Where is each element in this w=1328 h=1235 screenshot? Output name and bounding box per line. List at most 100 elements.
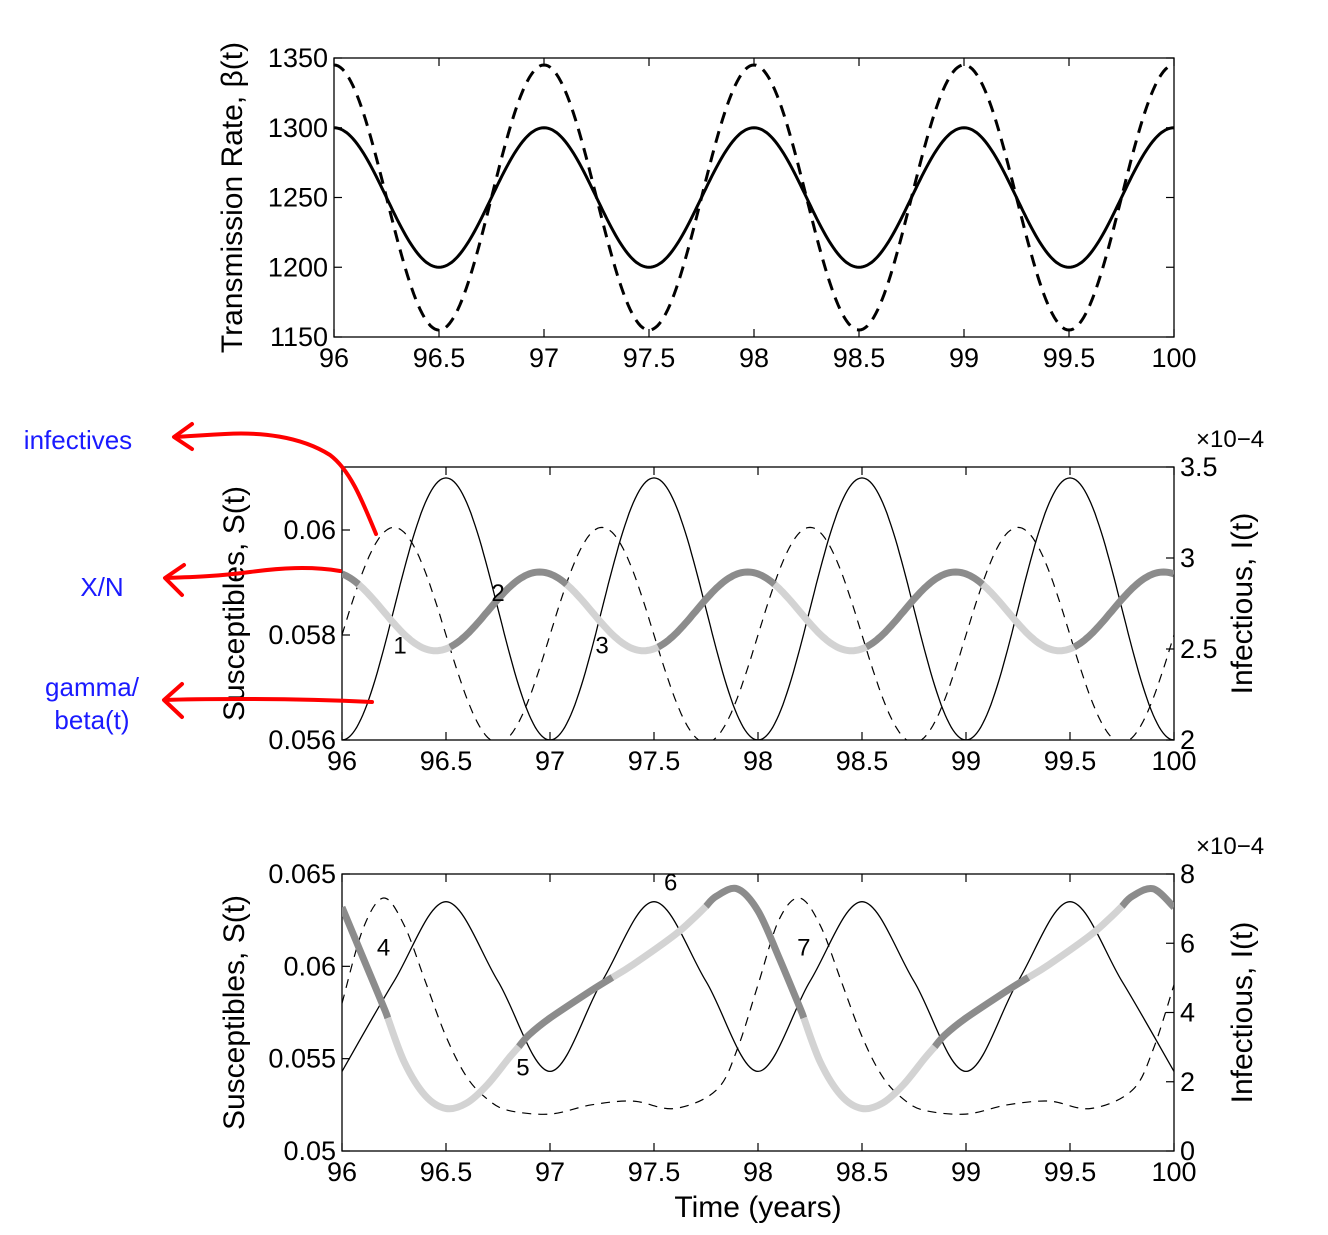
susceptibles-segment	[800, 1016, 938, 1113]
x-tick-label: 96	[327, 746, 357, 776]
annotation-xn: X/N	[80, 572, 123, 602]
susceptibles-segment	[703, 884, 808, 1020]
crossing-marker-2: 2	[491, 580, 504, 607]
x-tick-label: 97.5	[623, 343, 676, 373]
beta-dashed-series	[333, 63, 1175, 332]
susceptibles-segment	[932, 974, 1031, 1049]
annotation-arrowhead-infectives	[172, 422, 194, 451]
crossing-marker-6: 6	[664, 870, 677, 897]
gamma-beta-series	[342, 897, 1174, 1115]
susceptibles-segment	[356, 581, 452, 655]
susceptibles-segment	[1119, 884, 1174, 910]
x-tick-label: 98.5	[833, 343, 886, 373]
susceptibles-segment	[610, 903, 709, 981]
gamma-beta-series	[342, 526, 1174, 740]
y-tick-label: 0.06	[283, 515, 336, 545]
annotation-gamma-beta-line: gamma/	[45, 672, 140, 702]
susceptibles-segment	[564, 581, 660, 655]
x-tick-label: 99.5	[1044, 746, 1097, 776]
y2-exponent-label: ×10−4	[1196, 833, 1264, 860]
x-tick-label: 97	[535, 1157, 565, 1187]
y2-tick-label: 8	[1180, 859, 1195, 889]
susceptibles-segment	[1026, 903, 1125, 981]
y-tick-label: 1150	[270, 322, 328, 352]
y-tick-label: 1250	[268, 183, 328, 213]
y-axis-title: Susceptibles, S(t)	[218, 486, 251, 721]
susceptibles-infectious-panel-2: 96 96.5 97 97.5 98 98.5 99 99.5 100 0.05 0.055 0.06…	[218, 833, 1264, 1224]
y-axis-title: Transmission Rate, β(t)	[216, 42, 249, 353]
susceptibles-segment	[342, 905, 392, 1020]
y-tick-label: 1350	[268, 43, 328, 73]
x-tick-label: 98.5	[836, 1157, 889, 1187]
y-tick-label: 0.05	[283, 1136, 336, 1166]
y-axis-title: Susceptibles, S(t)	[218, 895, 251, 1130]
susceptibles-segment	[516, 974, 615, 1049]
x-tick-label: 98.5	[836, 746, 889, 776]
y2-tick-label: 6	[1180, 928, 1195, 958]
susceptibles-infectious-panel-1: 96 96.5 97 97.5 98 98.5 99 99.5 100 0.056 0.058 0.0…	[218, 426, 1264, 776]
annotations: infectives X/N gamma/beta(t)	[24, 422, 378, 735]
annotation-arrow-gamma-beta	[163, 696, 374, 704]
x-tick-label: 99	[951, 746, 981, 776]
x-tick-label: 97.5	[628, 746, 681, 776]
susceptibles-segment	[448, 568, 569, 651]
plot-frame	[341, 466, 1175, 741]
y-tick-label: 1300	[268, 113, 328, 143]
x-tick-label: 97	[535, 746, 565, 776]
annotation-arrowhead-xn	[163, 563, 186, 597]
y-tick-label: 0.056	[268, 725, 336, 755]
y-tick-label: 0.055	[268, 1044, 336, 1074]
annotation-gamma-beta-line: beta(t)	[54, 705, 129, 735]
x-tick-label: 96.5	[420, 746, 473, 776]
x-tick-label: 97.5	[628, 1157, 681, 1187]
beta-solid-series	[333, 126, 1175, 269]
y2-axis-title: Infectious, I(t)	[1226, 513, 1259, 695]
x-tick-label: 96	[327, 1157, 357, 1187]
x-tick-label: 97	[529, 343, 559, 373]
annotation-infectives: infectives	[24, 425, 132, 455]
transmission-rate-panel: 96 96.5 97 97.5 98 98.5 99 99.5 100 1150 1200 1250 1…	[216, 42, 1197, 373]
plot-area	[342, 884, 1174, 1115]
susceptibles-segment	[656, 568, 777, 651]
susceptibles-segment	[342, 570, 361, 588]
y2-tick-label: 0	[1180, 1136, 1195, 1166]
susceptibles-segment	[1072, 568, 1174, 651]
y2-exponent-label: ×10−4	[1196, 426, 1264, 453]
y-tick-label: 0.06	[283, 951, 336, 981]
crossing-marker-1: 1	[393, 633, 406, 660]
infectious-series	[342, 901, 1174, 1073]
x-tick-label: 96.5	[420, 1157, 473, 1187]
susceptibles-segment	[772, 581, 868, 655]
y2-tick-label: 4	[1180, 998, 1195, 1028]
y2-tick-label: 3.5	[1180, 452, 1218, 482]
y-tick-label: 0.058	[268, 620, 336, 650]
crossing-marker-3: 3	[595, 633, 608, 660]
crossing-marker-5: 5	[516, 1054, 529, 1081]
y2-tick-label: 2	[1180, 1067, 1195, 1097]
susceptibles-segment	[864, 568, 985, 651]
annotation-arrowhead-gamma-beta	[162, 682, 184, 719]
crossing-marker-4: 4	[377, 934, 390, 961]
x-tick-label: 96	[319, 343, 349, 373]
x-tick-label: 99	[949, 343, 979, 373]
x-tick-label: 100	[1151, 746, 1196, 776]
x-tick-label: 96.5	[413, 343, 466, 373]
x-tick-label: 98	[743, 1157, 773, 1187]
x-tick-label: 99	[951, 1157, 981, 1187]
y2-axis-title: Infectious, I(t)	[1226, 922, 1259, 1104]
y2-tick-label: 2	[1180, 725, 1195, 755]
plot-frame	[333, 57, 1175, 338]
x-tick-label: 98	[743, 746, 773, 776]
annotation-gamma-beta: gamma/beta(t)	[45, 672, 140, 735]
crossing-marker-7: 7	[797, 934, 810, 961]
y2-tick-label: 2.5	[1180, 634, 1218, 664]
susceptibles-segment	[980, 581, 1076, 655]
y-tick-label: 0.065	[268, 859, 336, 889]
annotation-arrow-xn	[164, 566, 342, 580]
y2-tick-label: 3	[1180, 543, 1195, 573]
susceptibles-segment	[384, 1016, 522, 1113]
x-tick-label: 98	[739, 343, 769, 373]
plot-area	[342, 477, 1174, 740]
x-tick-label: 100	[1151, 343, 1196, 373]
